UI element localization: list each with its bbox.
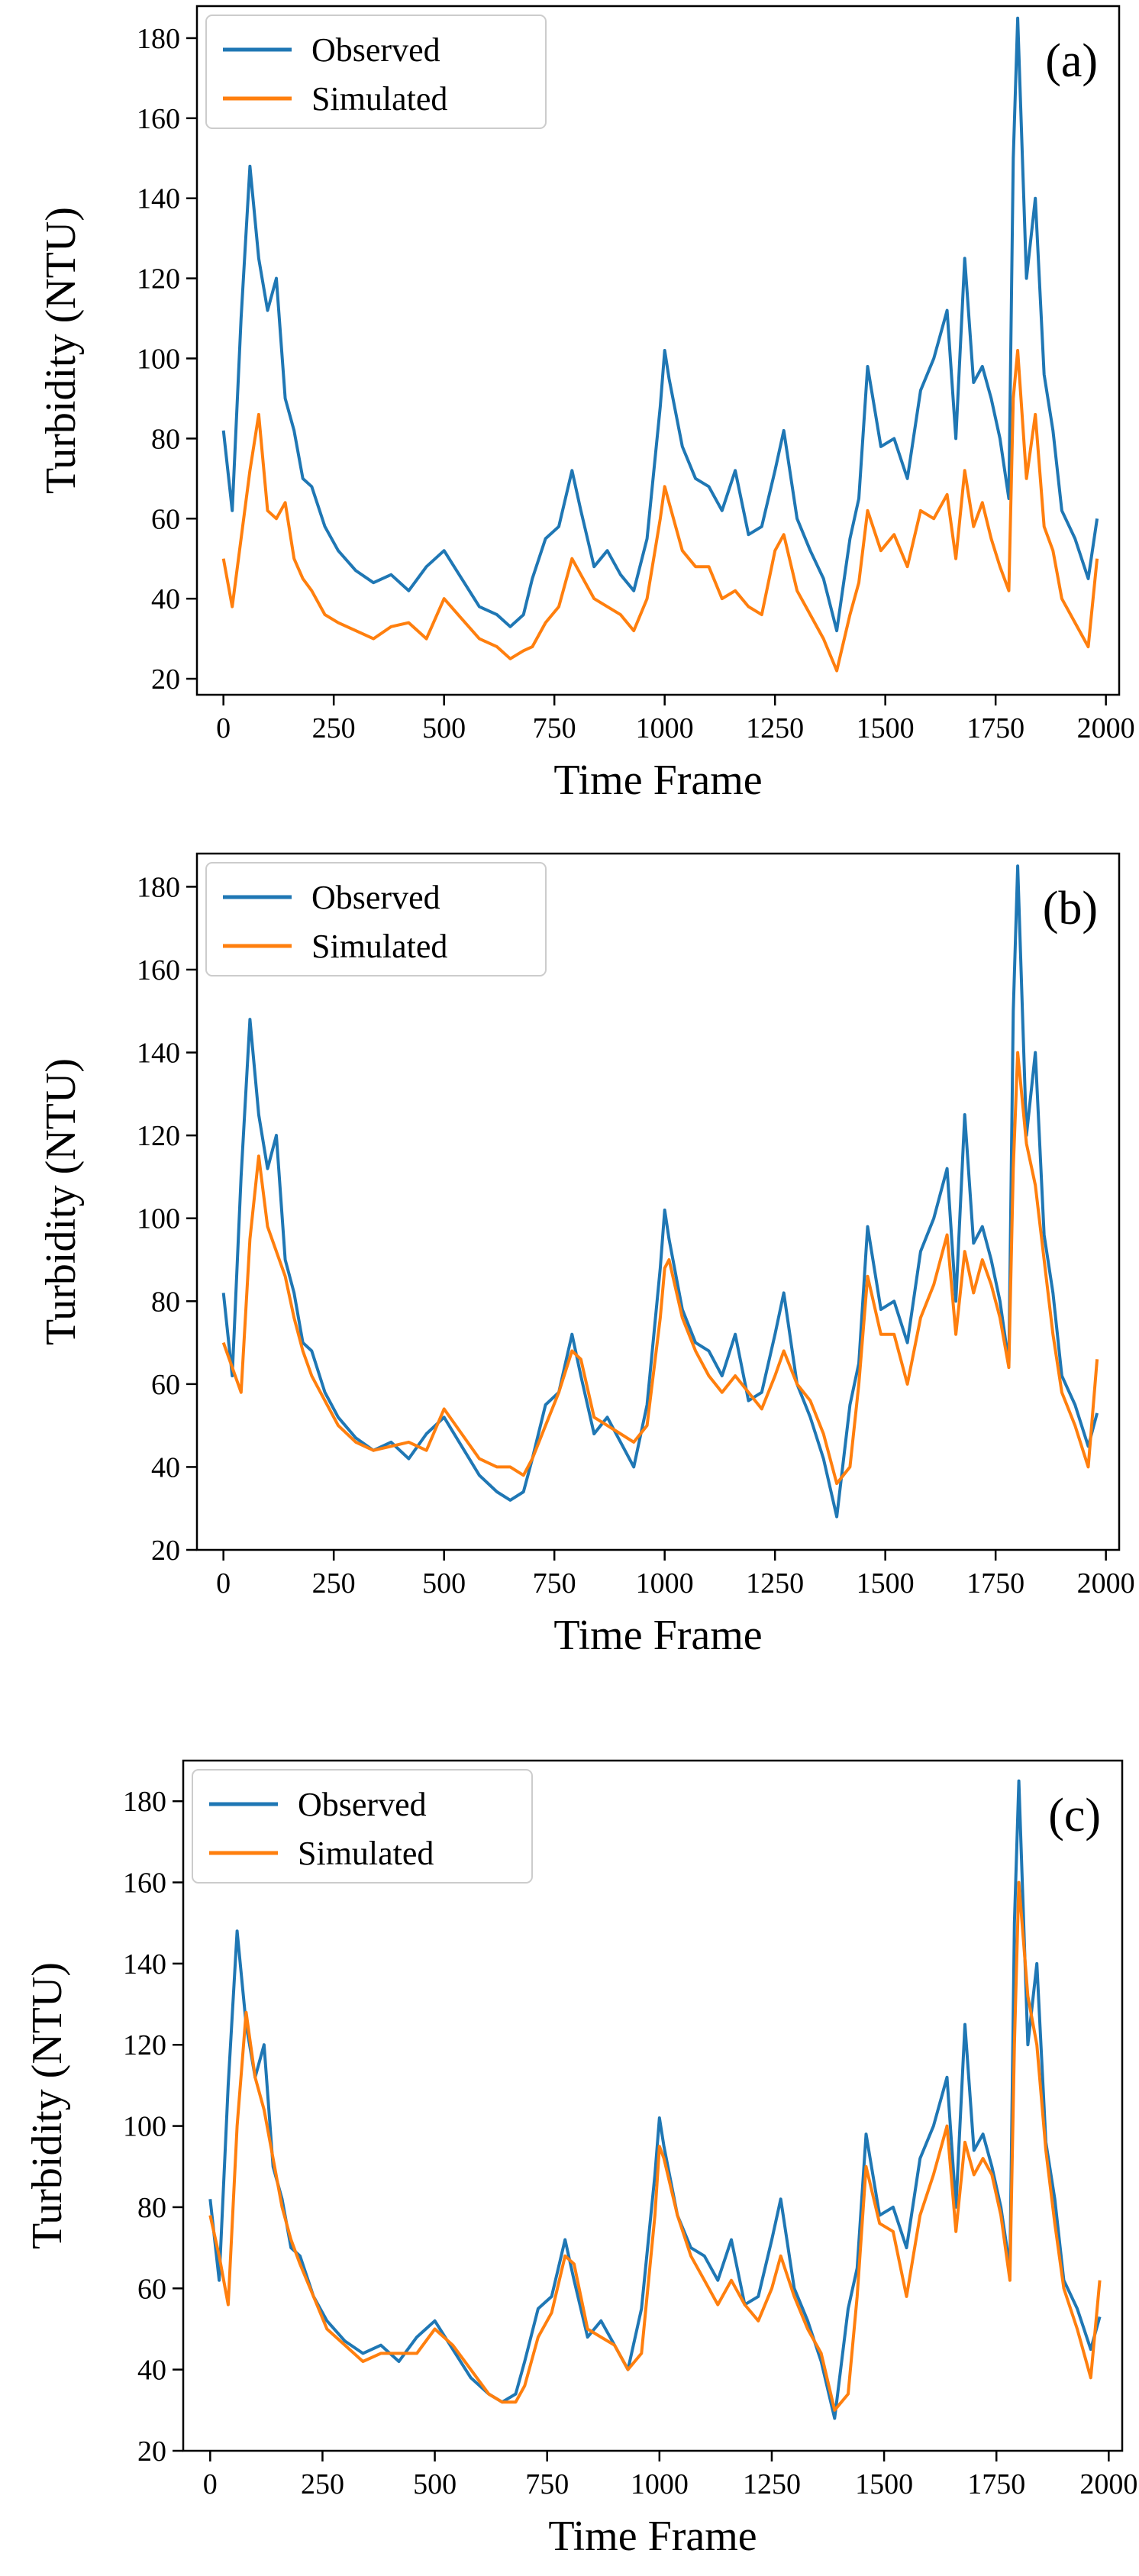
- series-line-observed: [221, 16, 1099, 633]
- chart-panel: 0 250 500 750 1000 1250 1500 1750 2000 20 40 60 80 10…: [24, 1759, 1137, 2560]
- y-axis-label: Turbidity (NTU): [37, 1058, 85, 1345]
- x-tick-label: 1750: [967, 2468, 1025, 2500]
- x-tick-label: 1250: [743, 2468, 801, 2500]
- x-tick-label: 750: [533, 1567, 576, 1600]
- y-tick-label: 120: [137, 263, 180, 295]
- plot-frame: [195, 852, 1121, 1551]
- y-tick-label: 40: [137, 2355, 166, 2387]
- x-axis-label: Time Frame: [553, 757, 762, 804]
- y-tick-label: 160: [123, 1867, 166, 1900]
- x-tick-label: 1500: [857, 712, 915, 744]
- x-axis-label: Time Frame: [553, 1612, 762, 1659]
- x-tick-label: 0: [216, 712, 231, 744]
- y-tick-label: 140: [137, 1038, 180, 1070]
- x-tick-label: 0: [216, 1567, 231, 1600]
- x-tick-label: 250: [312, 1567, 356, 1600]
- x-tick-label: 1000: [631, 2468, 689, 2500]
- y-tick-label: 20: [151, 663, 180, 696]
- y-tick-label: 60: [151, 503, 180, 535]
- x-tick-label: 1000: [636, 712, 694, 744]
- y-tick-label: 100: [137, 1203, 180, 1235]
- y-tick-label: 40: [151, 1451, 180, 1483]
- legend-label-observed: Observed: [298, 1786, 427, 1823]
- y-tick-label: 20: [137, 2436, 166, 2468]
- y-tick-label: 140: [123, 1948, 166, 1980]
- legend-label-simulated: Simulated: [311, 928, 447, 965]
- legend-label-simulated: Simulated: [311, 80, 447, 118]
- x-tick-label: 1000: [636, 1567, 694, 1600]
- legend: Observed Simulated: [205, 15, 547, 129]
- series-line-simulated: [208, 1880, 1102, 2412]
- x-axis-label: Time Frame: [548, 2513, 757, 2560]
- y-tick-label: 120: [137, 1120, 180, 1152]
- y-tick-label: 80: [151, 423, 180, 455]
- x-tick-label: 2000: [1079, 2468, 1137, 2500]
- y-tick-label: 100: [123, 2111, 166, 2143]
- x-tick-label: 2000: [1077, 1567, 1135, 1600]
- x-tick-label: 250: [301, 2468, 344, 2500]
- x-tick-label: 1750: [966, 1567, 1024, 1600]
- y-tick-label: 20: [151, 1535, 180, 1567]
- plot-frame: [182, 1759, 1124, 2452]
- y-tick-label: 40: [151, 583, 180, 615]
- y-tick-label: 80: [151, 1286, 180, 1318]
- y-tick-label: 60: [137, 2273, 166, 2305]
- plot-frame: [195, 5, 1121, 696]
- y-tick-label: 160: [137, 103, 180, 135]
- x-tick-label: 2000: [1077, 712, 1135, 744]
- y-tick-label: 180: [137, 871, 180, 903]
- y-tick-label: 60: [151, 1369, 180, 1401]
- y-tick-label: 140: [137, 183, 180, 215]
- panel-label: (c): [1048, 1790, 1101, 1842]
- legend: Observed Simulated: [205, 862, 547, 976]
- y-tick-label: 120: [123, 2029, 166, 2061]
- legend-label-observed: Observed: [311, 879, 440, 916]
- y-tick-label: 180: [137, 23, 180, 55]
- chart-panel: 0 250 500 750 1000 1250 1500 1750 2000 20 40 60 80 10…: [37, 852, 1135, 1659]
- legend-label-simulated: Simulated: [298, 1835, 434, 1872]
- x-tick-label: 1250: [746, 712, 804, 744]
- legend: Observed Simulated: [192, 1769, 533, 1884]
- y-tick-label: 100: [137, 343, 180, 375]
- x-tick-label: 1500: [855, 2468, 913, 2500]
- x-tick-label: 500: [422, 1567, 466, 1600]
- x-tick-label: 750: [525, 2468, 569, 2500]
- x-tick-label: 500: [422, 712, 466, 744]
- chart-panel: 0 250 500 750 1000 1250 1500 1750 2000 20 40 60 80 10…: [37, 5, 1135, 804]
- x-tick-label: 1500: [857, 1567, 915, 1600]
- x-tick-label: 1250: [746, 1567, 804, 1600]
- x-tick-label: 750: [533, 712, 576, 744]
- x-tick-label: 1750: [966, 712, 1024, 744]
- y-tick-label: 160: [137, 954, 180, 986]
- x-tick-label: 250: [312, 712, 356, 744]
- y-axis-label: Turbidity (NTU): [24, 1962, 71, 2249]
- panel-label: (b): [1043, 883, 1098, 935]
- series-line-simulated: [221, 349, 1099, 673]
- series-line-simulated: [221, 1051, 1099, 1486]
- x-tick-label: 500: [413, 2468, 457, 2500]
- panel-label: (a): [1045, 35, 1098, 87]
- y-axis-label: Turbidity (NTU): [37, 207, 85, 494]
- x-tick-label: 0: [203, 2468, 218, 2500]
- legend-label-observed: Observed: [311, 31, 440, 69]
- y-tick-label: 80: [137, 2192, 166, 2224]
- series-line-observed: [221, 864, 1099, 1519]
- y-tick-label: 180: [123, 1786, 166, 1818]
